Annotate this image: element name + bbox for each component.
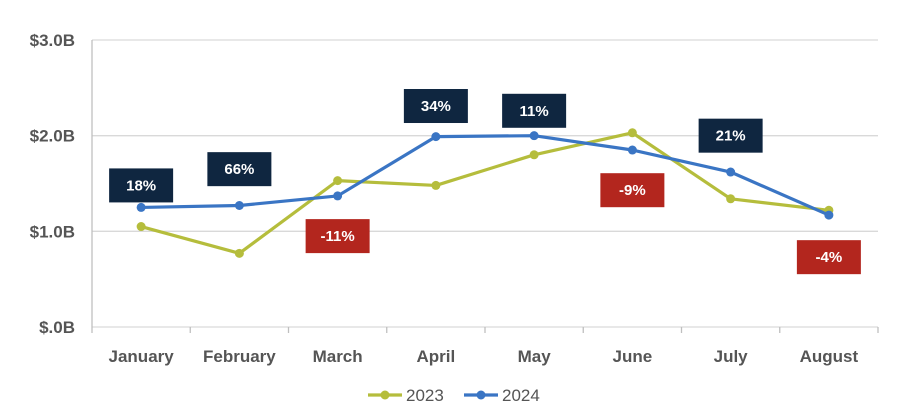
- annotation-positive: 18%: [109, 168, 174, 203]
- annotation-negative: -4%: [796, 240, 861, 275]
- annotation-box: [403, 89, 468, 124]
- data-point: [726, 194, 736, 204]
- data-point: [627, 145, 637, 155]
- x-tick-label: August: [800, 347, 859, 366]
- data-point: [136, 202, 146, 212]
- change-annotations: 18% 66% -11% 34% 11% -9% 21% -4%: [109, 89, 861, 275]
- legend-label: 2023: [406, 386, 444, 405]
- annotation-box: [600, 173, 665, 208]
- data-point: [234, 248, 244, 258]
- annotation-box: [796, 240, 861, 275]
- annotation-box: [305, 219, 370, 254]
- annotation-label: -11%: [321, 228, 355, 245]
- x-tick-label: February: [203, 347, 276, 366]
- x-tick-label: May: [518, 347, 552, 366]
- annotation-positive: 66%: [207, 152, 272, 187]
- annotation-label: 34%: [421, 98, 451, 115]
- data-point: [333, 176, 343, 186]
- series-lines: [136, 128, 834, 258]
- annotation-positive: 34%: [403, 89, 468, 124]
- series-2023: [136, 128, 834, 258]
- data-point: [431, 180, 441, 190]
- data-point: [136, 222, 146, 232]
- y-tick-label: $.0B: [39, 318, 75, 337]
- annotation-positive: 21%: [698, 118, 763, 153]
- data-point: [824, 210, 834, 220]
- legend-item-2023: 2023: [368, 386, 444, 405]
- annotation-negative: -11%: [305, 219, 370, 254]
- y-axis: $.0B $1.0B $2.0B $3.0B: [30, 31, 93, 337]
- y-tick-label: $2.0B: [30, 127, 75, 146]
- y-tick-label: $3.0B: [30, 31, 75, 50]
- annotation-label: 66%: [224, 161, 254, 178]
- annotation-label: 11%: [520, 103, 549, 120]
- legend: 2023 2024: [368, 386, 540, 405]
- data-point: [627, 128, 637, 138]
- series-2024: [136, 131, 834, 220]
- x-tick-label: March: [313, 347, 363, 366]
- annotation-box: [502, 93, 567, 128]
- series-line: [141, 134, 830, 217]
- legend-item-2024: 2024: [464, 386, 540, 405]
- annotation-box: [109, 168, 174, 203]
- annotation-label: -4%: [816, 249, 843, 266]
- x-tick-label: January: [109, 347, 175, 366]
- data-point: [431, 132, 441, 142]
- series-line: [140, 131, 830, 255]
- annotation-box: [698, 118, 763, 153]
- annotation-positive: 11%: [502, 93, 567, 128]
- annotation-box: [207, 152, 272, 187]
- y-tick-label: $1.0B: [30, 222, 75, 241]
- legend-label: 2024: [502, 386, 540, 405]
- x-tick-label: June: [613, 347, 653, 366]
- data-point: [234, 201, 244, 211]
- annotation-negative: -9%: [600, 173, 665, 208]
- x-tick-label: July: [714, 347, 749, 366]
- data-point: [529, 150, 539, 160]
- x-tick-label: April: [417, 347, 456, 366]
- x-axis: January February March April May June July Augu…: [91, 327, 879, 366]
- data-point: [726, 167, 736, 177]
- legend-swatch-marker: [476, 390, 486, 400]
- legend-swatch-marker: [380, 390, 390, 400]
- annotation-label: -9%: [619, 182, 646, 199]
- data-point: [529, 131, 539, 141]
- data-point: [333, 191, 343, 201]
- annotation-label: 18%: [126, 177, 156, 194]
- annotation-label: 21%: [716, 128, 746, 145]
